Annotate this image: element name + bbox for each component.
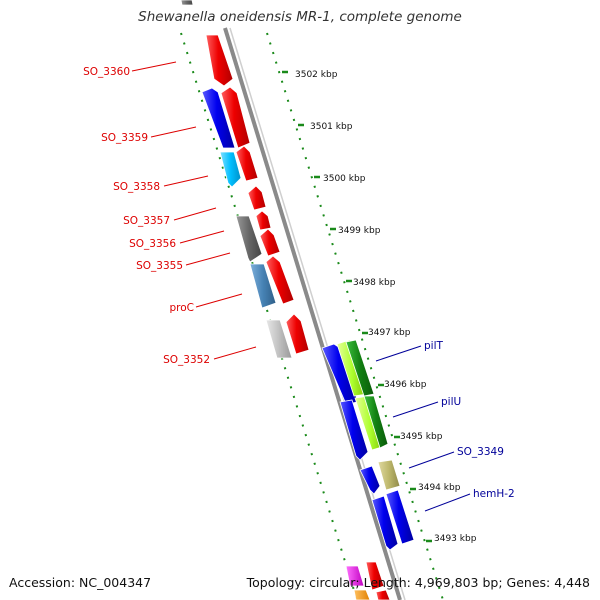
scale-label: 3499 kbp xyxy=(338,226,381,236)
gene-feature-magenta-bottom xyxy=(345,565,365,587)
gene-label-pilU: pilU xyxy=(441,396,461,408)
gene-label-SO_3349: SO_3349 xyxy=(457,446,504,458)
scale-label: 3498 kbp xyxy=(353,278,396,288)
gene-feature-SO_3360 xyxy=(205,34,234,87)
gene-feature-red-bottom xyxy=(365,561,385,591)
gene-feature-red-small xyxy=(255,210,272,231)
gene-feature-red-bottom2 xyxy=(375,589,391,600)
topology-text: Topology: circular; Length: 4,969,803 bp… xyxy=(246,575,590,590)
gene-label-pilT: pilT xyxy=(424,340,443,352)
gene-label-SO_3359: SO_3359 xyxy=(101,132,148,144)
scale-label: 3500 kbp xyxy=(323,174,366,184)
gene-label-hemH-2: hemH-2 xyxy=(473,488,515,500)
gene-feature-blue-hemH-2b xyxy=(385,489,415,545)
gene-label-SO_3357: SO_3357 xyxy=(123,215,170,227)
gene-feature-SO_3352 xyxy=(265,319,293,359)
left-tick-row xyxy=(180,32,358,600)
gene-feature-darkgreen-pilU xyxy=(363,395,389,449)
gene-feature-SO_3357 xyxy=(247,185,267,211)
gene-label-SO_3360: SO_3360 xyxy=(83,66,130,78)
gene-feature-pilU xyxy=(339,399,369,461)
gene-features xyxy=(180,0,415,600)
map-title: Shewanella oneidensis MR-1, complete gen… xyxy=(138,9,462,25)
gene-label-proC: proC xyxy=(169,302,194,314)
left-label-leaders xyxy=(131,61,257,360)
gene-label-SO_3358: SO_3358 xyxy=(113,181,160,193)
gene-feature-red-3356b xyxy=(259,228,281,257)
accession-text: Accession: NC_004347 xyxy=(9,575,152,590)
gene-feature-red-3352b xyxy=(285,313,310,355)
scale-label: 3496 kbp xyxy=(384,380,427,390)
gene-feature-SO_3359 xyxy=(201,87,236,149)
gene-label-SO_3356: SO_3356 xyxy=(129,238,176,250)
gene-feature-proC xyxy=(249,263,277,309)
gene-feature-orange-bottom xyxy=(353,589,371,600)
scale-label: 3502 kbp xyxy=(295,70,338,80)
scale-label: 3501 kbp xyxy=(310,122,353,132)
gene-feature-gray-top xyxy=(180,0,194,6)
gene-feature-darkgreen-pilT xyxy=(345,339,375,397)
gene-label-SO_3355: SO_3355 xyxy=(136,260,183,272)
scale-label: 3495 kbp xyxy=(400,432,443,442)
scale-label: 3497 kbp xyxy=(368,328,411,338)
gene-feature-khaki xyxy=(377,459,401,491)
scale-label: 3494 kbp xyxy=(418,483,461,493)
gene-feature-red-3358b xyxy=(235,145,259,182)
gene-feature-red-proCb xyxy=(265,255,295,305)
gene-feature-SO_3356 xyxy=(235,215,263,263)
scale-label: 3493 kbp xyxy=(434,534,477,544)
gene-label-SO_3352: SO_3352 xyxy=(163,354,210,366)
gene-feature-hemH-2 xyxy=(371,495,399,551)
right-label-leaders xyxy=(375,345,471,512)
scale-major-ticks xyxy=(282,70,432,543)
gene-feature-SO_3358 xyxy=(219,151,242,188)
gene-feature-SO_3349 xyxy=(359,465,381,495)
gene-feature-red-3359b xyxy=(220,86,251,149)
